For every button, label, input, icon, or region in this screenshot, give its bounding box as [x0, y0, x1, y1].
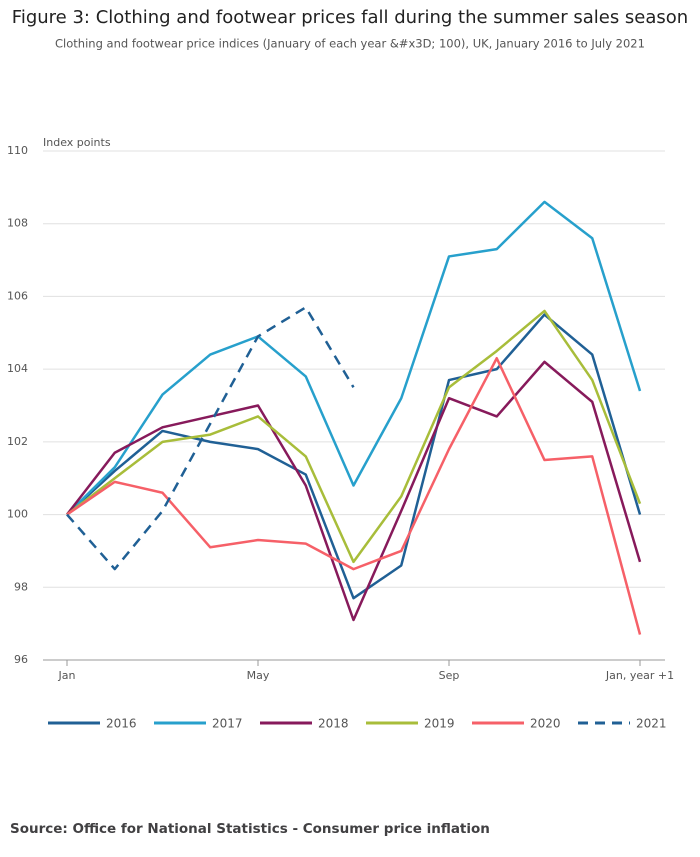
- legend-label: 2019: [424, 717, 455, 731]
- series-line: [66, 313, 642, 600]
- legend-label: 2018: [318, 717, 349, 731]
- y-axis-label: Index points: [43, 136, 111, 149]
- y-tick-label: 100: [7, 508, 28, 521]
- y-tick-label: 106: [7, 289, 28, 302]
- series-line: [66, 309, 642, 564]
- y-tick-label: 104: [7, 362, 28, 375]
- series-line: [66, 356, 642, 635]
- x-tick-label: Jan, year +1: [605, 669, 674, 682]
- series-line: [66, 306, 355, 571]
- legend-label: 2017: [212, 717, 243, 731]
- y-tick-label: 102: [7, 435, 28, 448]
- y-tick-label: 98: [14, 580, 28, 593]
- series-line: [66, 200, 642, 516]
- chart-subtitle: Clothing and footwear price indices (Jan…: [55, 37, 645, 51]
- x-tick-label: May: [247, 669, 270, 682]
- series-line: [66, 360, 642, 622]
- legend-label: 2020: [530, 717, 561, 731]
- y-tick-label: 110: [7, 144, 28, 157]
- x-tick-label: Jan: [58, 669, 76, 682]
- chart-title: Figure 3: Clothing and footwear prices f…: [12, 7, 688, 28]
- y-tick-label: 108: [7, 217, 28, 230]
- legend-label: 2016: [106, 717, 137, 731]
- source: Source: Office for National Statistics -…: [10, 821, 490, 837]
- x-tick-label: Sep: [439, 669, 460, 682]
- legend-label: 2021: [636, 717, 667, 731]
- y-tick-label: 96: [14, 653, 28, 666]
